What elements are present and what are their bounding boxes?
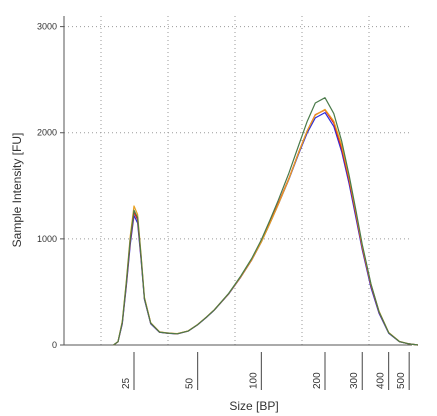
x-axis-label: Size [BP] — [229, 399, 278, 413]
y-tick-labels: 0 1000 2000 3000 — [37, 22, 57, 350]
series-line — [113, 108, 418, 346]
y-tick-label: 3000 — [37, 22, 57, 32]
axes — [60, 16, 412, 390]
series-lines — [113, 97, 418, 346]
series-line — [113, 109, 418, 346]
x-tick-label: 400 — [376, 372, 387, 389]
y-axis-label: Sample Intensity [FU] — [10, 133, 24, 248]
x-tick-label: 300 — [349, 372, 360, 389]
grid — [64, 16, 412, 345]
series-line — [113, 97, 418, 346]
x-tick-label: 25 — [121, 377, 132, 389]
x-tick-label: 500 — [396, 372, 407, 389]
x-tick-label: 200 — [312, 372, 323, 389]
x-tick-label: 50 — [185, 377, 196, 389]
y-tick-label: 0 — [52, 340, 57, 350]
y-tick-label: 2000 — [37, 128, 57, 138]
x-tick-labels: 25 50 100 200 300 400 500 — [121, 372, 407, 389]
y-tick-label: 1000 — [37, 234, 57, 244]
x-tick-label: 100 — [248, 372, 259, 389]
